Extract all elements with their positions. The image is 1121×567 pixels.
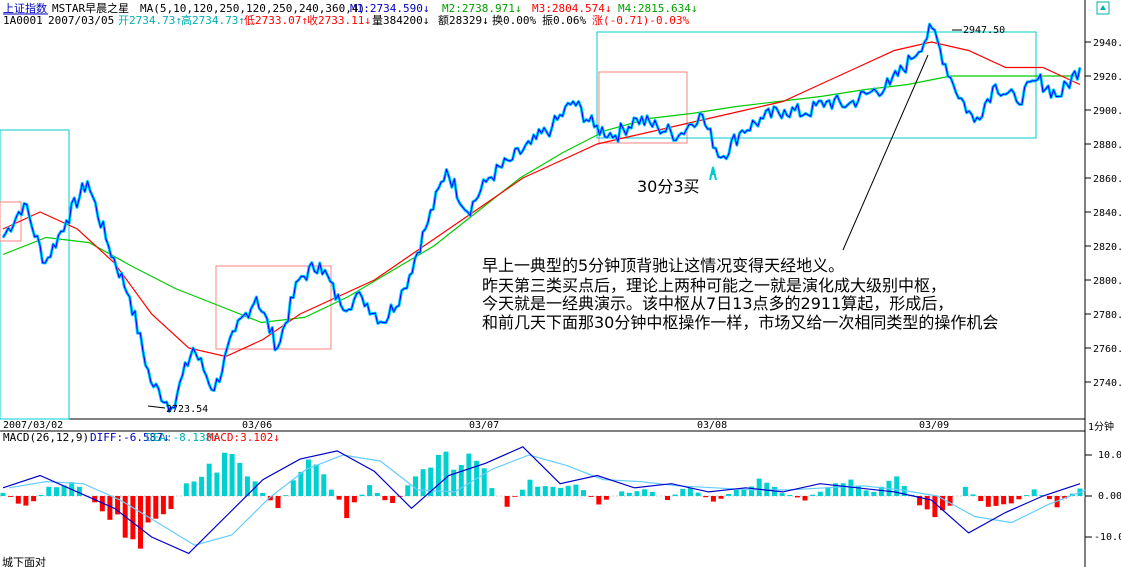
buy-point-label: 30分3买 — [637, 177, 700, 196]
price-tick-label: 2860.00 — [1093, 174, 1121, 185]
ma-line-green — [2, 75, 1080, 324]
arrow-up-icon — [709, 166, 717, 181]
date-label-4: 03/09 — [919, 420, 949, 431]
price-tick-label: 2740.00 — [1093, 378, 1121, 389]
ma-m3: M3:2804.574↓ — [532, 2, 611, 15]
macd-tick-label: 10.00 — [1098, 450, 1121, 461]
high-price: 高2734.73↑ — [181, 13, 245, 27]
indicator-name: MSTAR早晨之星 — [52, 1, 129, 15]
zhongshu-box-mar07 — [598, 71, 688, 144]
price-axis: 2940.00 2920.00 2900.00 2880.00 2860.00 2840.… — [1085, 38, 1121, 389]
note-line-1: 早上一典型的5分钟顶背驰让这情况变得天经地义。 — [482, 256, 844, 275]
note-line-4: 和前几天下面那30分钟中枢操作一样，市场又给一次相同类型的操作机会 — [482, 313, 998, 332]
macd-tick-label: -10.00 — [1094, 532, 1121, 543]
high-label: 2947.50 — [963, 25, 1005, 36]
macd-value: MACD:3.102↓ — [207, 431, 280, 444]
annotation-note: 早上一典型的5分钟顶背驰让这情况变得天经地义。 昨天第三类买点后，理论上两种可能… — [482, 256, 998, 332]
macd-params: MACD(26,12,9) — [3, 431, 89, 444]
zone-box-cyan-left — [0, 129, 70, 420]
macd-tick-label: 0.00 — [1098, 491, 1121, 502]
price-tick-label: 2820.00 — [1093, 242, 1121, 253]
macd-axis: 10.00 0.00 -10.00 — [1085, 450, 1121, 543]
date-label-2: 03/07 — [469, 420, 499, 431]
zhongshu-box-large — [596, 31, 1037, 139]
note-line-3: 今天就是一经典演示。该中枢从7日13点多的2911算起，形成后， — [482, 294, 953, 313]
price-tick-label: 2880.00 — [1093, 140, 1121, 151]
date-label-1: 03/06 — [242, 420, 272, 431]
volume: 量384200↓ — [372, 14, 429, 27]
price-line — [2, 23, 1081, 412]
ma-m4: M4:2815.634↓ — [618, 2, 697, 15]
price-tick-label: 2780.00 — [1093, 310, 1121, 321]
note-line-2: 昨天第三类买点后，理论上两种可能之一就是演化成大级别中枢， — [482, 276, 946, 295]
period-label[interactable]: 1分钟 — [1088, 420, 1114, 433]
date-label-3: 03/08 — [697, 420, 727, 431]
open-price: 开2734.73↑ — [118, 14, 182, 27]
price-tick-label: 2900.00 — [1093, 106, 1121, 117]
ma-m1: M1:2734.590↓ — [350, 2, 429, 15]
macd-dea: DEA:-8.138↑ — [146, 431, 219, 444]
macd-dea-line — [8, 454, 1087, 546]
macd-diff: DIFF:-6.587↓ — [90, 431, 169, 444]
ma-params: MA(5,10,120,250,120,250,240,360,4) — [140, 2, 365, 15]
close-price: 收2733.11↓ — [307, 13, 371, 27]
index-name[interactable]: 上证指数 — [3, 1, 47, 15]
price-tick-label: 2840.00 — [1093, 208, 1121, 219]
zone-box-red-left — [0, 201, 22, 242]
price-tick-label: 2760.00 — [1093, 344, 1121, 355]
bar-date: 2007/03/05 — [48, 14, 114, 27]
amount: 额28329↓ — [438, 14, 489, 27]
low-label: 2723.54 — [166, 404, 208, 415]
ma-m2: M2:2738.971↓ — [442, 2, 521, 15]
price-tick-label: 2920.00 — [1093, 72, 1121, 83]
macd-diff-line — [2, 446, 1081, 555]
low-marker-line — [147, 405, 166, 409]
annotation-pointer-line — [842, 54, 929, 251]
arrow-up-icon — [1100, 5, 1106, 10]
low-price: 低2733.07↑ — [244, 14, 308, 27]
price-tick-label: 2940.00 — [1093, 38, 1121, 49]
price-tick-label: 2800.00 — [1093, 276, 1121, 287]
footer-label: 城下面对 — [2, 555, 46, 567]
date-label-0: 2007/03/02 — [3, 420, 63, 431]
amplitude: 振0.06% — [542, 13, 586, 27]
turnover: 换0.00% — [492, 13, 536, 27]
change: 涨(-0.71)-0.03% — [592, 14, 689, 27]
ma-line-red — [2, 41, 1081, 358]
stock-code: 1A0001 — [3, 14, 43, 27]
